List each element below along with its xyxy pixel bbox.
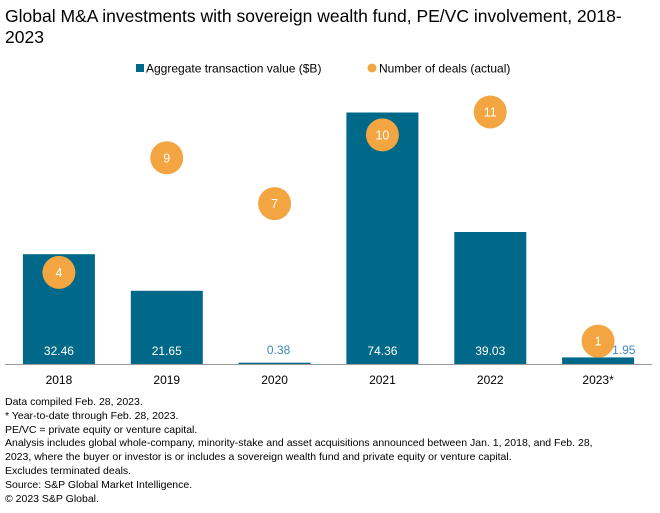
bar-value-label: 39.03 — [475, 344, 505, 358]
x-tick-label: 2022 — [477, 373, 504, 387]
bar — [562, 357, 635, 364]
deal-count-label: 11 — [484, 106, 497, 120]
deal-count-dot — [42, 255, 76, 289]
deal-count-dot — [365, 118, 399, 152]
deal-count-dot — [150, 141, 184, 175]
bar-value-label: 0.38 — [267, 343, 291, 357]
deal-count-label: 9 — [163, 151, 170, 165]
bar-value-label: 21.65 — [152, 344, 182, 358]
bar — [130, 290, 203, 364]
bar — [454, 232, 527, 364]
x-tick-label: 2023* — [582, 373, 614, 387]
deal-count-label: 7 — [271, 197, 278, 211]
note-line: Data compiled Feb. 28, 2023. — [5, 396, 143, 408]
note-line: © 2023 S&P Global. — [5, 492, 99, 505]
legend: Aggregate transaction value ($B) Number … — [136, 62, 510, 76]
x-tick-label: 2018 — [46, 373, 73, 387]
bar-value-label: 74.36 — [367, 344, 397, 358]
note-line: PE/VC = private equity or venture capita… — [5, 423, 198, 436]
deal-count-label: 10 — [375, 128, 389, 142]
legend-label-bar: Aggregate transaction value ($B) — [146, 62, 321, 76]
x-tick-label: 2019 — [153, 373, 180, 387]
bar — [238, 362, 311, 364]
x-tick-label: 2021 — [369, 373, 396, 387]
x-tick-label: 2020 — [261, 373, 288, 387]
legend-swatch-dot — [367, 63, 377, 73]
note-line: * Year-to-date through Feb. 28, 2023. — [5, 409, 179, 422]
bar — [346, 112, 419, 364]
note-line: Excludes terminated deals. — [5, 464, 132, 477]
note-line: Source: S&P Global Market Intelligence. — [5, 478, 193, 491]
bar-value-label: 1.95 — [612, 343, 636, 357]
x-tick-labels: 2018 2019 2020 2021 2022 2023* — [46, 373, 615, 387]
note-line: Analysis includes global whole-company, … — [5, 437, 593, 450]
chart: Aggregate transaction value ($B) Number … — [5, 62, 652, 387]
bar-series: 32.46 21.65 0.38 74.36 39.03 1.95 — [22, 112, 636, 364]
note-line: 2023, where the buyer or investor is or … — [5, 451, 512, 464]
deal-count-dot — [473, 95, 507, 129]
legend-label-dot: Number of deals (actual) — [379, 62, 510, 76]
legend-swatch-bar — [136, 64, 144, 72]
deal-count-dot — [258, 187, 292, 221]
deal-count-label: 4 — [55, 266, 62, 280]
chart-notes: Data compiled Feb. 28, 2023. * Year-to-d… — [5, 396, 657, 506]
chart-title: Global M&A investments with sovereign we… — [5, 6, 622, 47]
bar-value-label: 32.46 — [44, 344, 74, 358]
deal-count-dot — [581, 324, 615, 358]
deal-count-label: 1 — [595, 335, 602, 349]
